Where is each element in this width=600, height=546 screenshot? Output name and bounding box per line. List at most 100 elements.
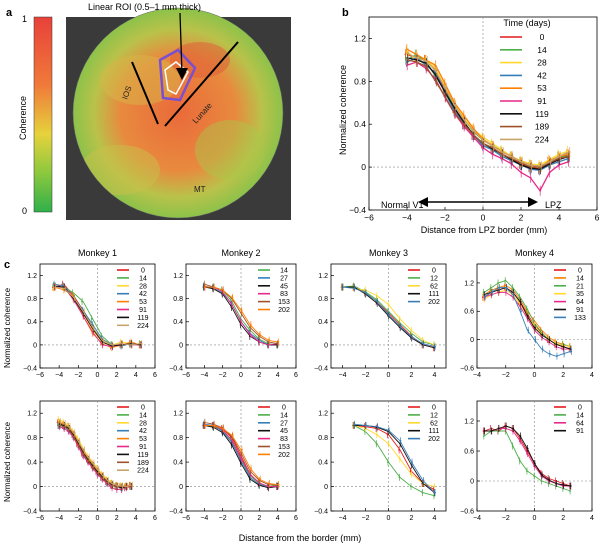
data-point [512, 427, 515, 430]
data-point [121, 485, 124, 487]
x-tick-label: 2 [257, 372, 261, 379]
data-point [511, 286, 514, 289]
data-point [240, 309, 243, 312]
data-point [78, 440, 81, 443]
data-point [559, 155, 562, 158]
data-point [434, 64, 437, 67]
legend-label: 35 [576, 291, 584, 298]
y-tick-label: −0.6 [460, 365, 474, 372]
y-tick-label: −0.4 [314, 365, 328, 372]
y-tick-label: 0.8 [173, 296, 183, 303]
legend-label: 133 [574, 315, 586, 322]
data-point [126, 485, 129, 488]
legend-label: 14 [537, 45, 547, 55]
data-point [520, 171, 523, 174]
series-line-91 [406, 61, 569, 192]
legend-label: 62 [430, 420, 438, 427]
data-point [231, 296, 234, 299]
legend-label: 91 [139, 307, 147, 314]
data-point [498, 286, 501, 289]
x-tick-label: −6 [182, 515, 190, 522]
x-tick-label: 4 [134, 372, 138, 379]
data-point [519, 440, 522, 442]
colorbar [33, 16, 53, 213]
x-tick-label: 6 [153, 515, 157, 522]
data-point [464, 119, 467, 121]
x-tick-label: −6 [36, 372, 44, 379]
data-point [131, 484, 134, 487]
data-point [529, 176, 532, 179]
data-point [64, 422, 67, 425]
data-point [548, 171, 551, 174]
data-point [387, 310, 389, 313]
data-point [277, 483, 280, 486]
legend-label: 202 [428, 299, 440, 306]
data-point [556, 355, 558, 358]
data-point [388, 429, 390, 432]
series-line-189 [59, 425, 132, 488]
legend-label: 14 [576, 275, 584, 282]
data-point [548, 338, 551, 341]
map-label-ios: IOS [120, 85, 133, 101]
x-tick-label: 0 [533, 515, 537, 522]
legend-label: 0 [282, 404, 286, 411]
x-tick-label: −4 [55, 372, 63, 379]
data-point [482, 435, 485, 437]
x-tick-label: 4 [433, 515, 437, 522]
x-tick-label: 0 [387, 515, 391, 522]
lunate-line [164, 41, 239, 127]
x-tick-label: −4 [55, 515, 63, 522]
y-tick-label: 1.2 [464, 280, 474, 287]
legend-label: 224 [137, 323, 149, 330]
data-point [112, 482, 114, 485]
legend-label: 14 [139, 412, 147, 419]
legend-label: 91 [576, 428, 584, 435]
x-tick-label: 4 [590, 515, 594, 522]
roi-arrow [179, 12, 183, 75]
legend-label: 21 [576, 283, 584, 290]
data-point [92, 326, 95, 329]
series-line-119 [59, 423, 132, 489]
x-tick-label: −6 [36, 515, 44, 522]
data-point [422, 479, 425, 482]
x-tick-label: −6 [182, 372, 190, 379]
x-tick-label: 4 [590, 372, 594, 379]
data-point [540, 480, 543, 482]
data-point [483, 430, 486, 432]
data-point [549, 160, 552, 163]
data-point [526, 447, 529, 450]
legend-label: 83 [280, 291, 288, 298]
series-line-91 [59, 426, 132, 491]
data-point [259, 478, 262, 481]
b-arrow-right [528, 197, 538, 207]
series-line-42 [54, 283, 141, 347]
data-point [353, 423, 356, 426]
data-point [512, 293, 515, 296]
b-xlabel: Distance from LPZ border (mm) [421, 225, 548, 235]
y-tick-label: 1.2 [173, 411, 183, 418]
legend-label: 28 [537, 58, 547, 68]
data-point [398, 476, 401, 479]
legend-label: 42 [139, 428, 147, 435]
x-tick-label: 0 [481, 213, 486, 223]
b-arrow-left [418, 197, 428, 207]
plot-title: Monkey 3 [369, 248, 408, 258]
x-tick-label: 2 [410, 372, 414, 379]
plot-b: −6 −4 −2 0 2 4 6 −0.4 0 0.4 0.8 1.2 0 14 28 42 53 91 119 18… [349, 16, 600, 223]
y-tick-label: 1.2 [173, 273, 183, 280]
y-tick-label: 0 [470, 478, 474, 485]
y-tick-label: 1.2 [318, 411, 328, 418]
data-point [376, 300, 379, 303]
legend-label: 27 [280, 275, 288, 282]
data-point [240, 457, 243, 460]
y-tick-label: 0.6 [464, 309, 474, 316]
data-point [54, 286, 57, 289]
data-point [421, 491, 424, 494]
x-tick-label: 2 [410, 515, 414, 522]
data-point [268, 482, 271, 485]
legend-label: 28 [139, 283, 147, 290]
series-line-14 [483, 430, 571, 492]
x-tick-label: 0 [96, 515, 100, 522]
